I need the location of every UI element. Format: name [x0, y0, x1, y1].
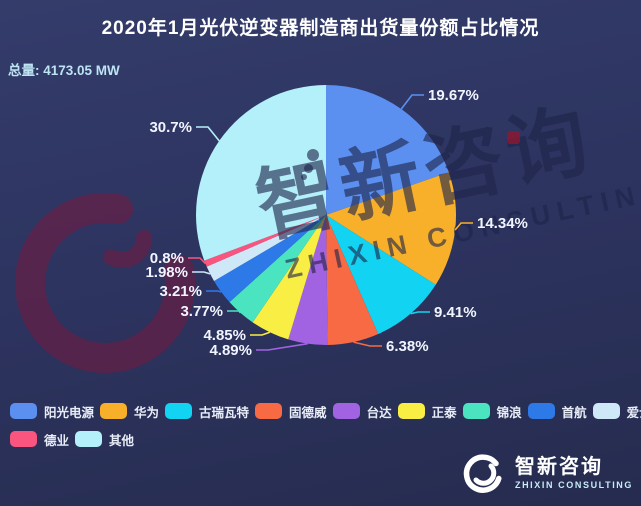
- pie-percentage-label: 9.41%: [434, 304, 477, 321]
- legend-label: 华为: [134, 405, 160, 420]
- watermark-red-dot: [507, 131, 520, 144]
- legend-swatch: [592, 403, 620, 419]
- pie-slice[interactable]: [229, 215, 326, 323]
- pie-label-line: [192, 271, 211, 275]
- pie-slice[interactable]: [206, 215, 326, 282]
- legend-label: 台达: [366, 405, 392, 420]
- legend-item[interactable]: 首航: [527, 402, 587, 421]
- total-label: 总量: 4173.05 MW: [8, 63, 120, 78]
- pie-label-line: [250, 331, 271, 336]
- pie-percentage-label: 4.89%: [209, 342, 252, 359]
- brand-name-en: ZHIXIN CONSULTING: [514, 480, 633, 490]
- legend-item[interactable]: 古瑞瓦特: [165, 402, 249, 421]
- legend-swatch: [397, 403, 425, 419]
- pie-slice[interactable]: [326, 215, 436, 335]
- legend-label: 德业: [44, 433, 70, 448]
- pie-percentage-label: 3.77%: [180, 303, 223, 320]
- legend-item[interactable]: 爱士惟: [592, 402, 641, 421]
- legend-item[interactable]: 阳光电源: [10, 402, 94, 421]
- legend-swatch: [255, 403, 283, 419]
- legend-label: 古瑞瓦特: [199, 405, 250, 420]
- pie-percentage-label: 4.85%: [203, 327, 246, 344]
- legend-swatch: [332, 403, 360, 419]
- pie-label-line: [454, 222, 473, 231]
- watermark-red-swirl-hook: [103, 230, 152, 268]
- pie-slice[interactable]: [252, 215, 326, 340]
- pie-label-line: [188, 257, 206, 265]
- legend-item[interactable]: 正泰: [397, 402, 457, 421]
- pie-label-line: [353, 341, 382, 347]
- legend-swatch: [165, 403, 193, 419]
- pie-slice[interactable]: [326, 172, 457, 285]
- legend-swatch: [527, 403, 555, 419]
- legend-swatch: [462, 403, 490, 419]
- legend-label: 首航: [561, 405, 587, 420]
- legend-item[interactable]: 德业: [10, 430, 69, 449]
- pie-label-line: [256, 342, 308, 351]
- legend: 阳光电源 华为 古瑞瓦特 固德威 台达 正泰 锦浪 首航 爱士惟 德业 其他: [10, 397, 641, 453]
- pie-slice[interactable]: [204, 215, 326, 267]
- legend-label: 阳光电源: [44, 405, 95, 420]
- legend-item[interactable]: 锦浪: [462, 402, 522, 421]
- pie-label-line: [410, 311, 430, 315]
- legend-item[interactable]: 固德威: [255, 402, 327, 421]
- pie-percentage-label: 19.67%: [428, 87, 479, 104]
- legend-label: 爱士惟: [626, 405, 641, 420]
- pie-percentage-label: 30.7%: [149, 119, 192, 136]
- brand-name-cn: 智新咨询: [514, 456, 603, 478]
- legend-label: 固德威: [289, 405, 327, 420]
- legend-row: 阳光电源 华为 古瑞瓦特 固德威 台达 正泰 锦浪 首航 爱士惟: [10, 397, 641, 425]
- legend-label: 正泰: [431, 405, 457, 420]
- pie-label-line: [196, 126, 220, 142]
- pie-slice[interactable]: [214, 215, 326, 303]
- pie-percentage-label: 14.34%: [477, 215, 528, 232]
- pie-percentage-label: 1.98%: [145, 264, 188, 281]
- pie-percentage-label: 6.38%: [386, 338, 429, 355]
- brand-logo-text: 智新咨询 ZHIXIN CONSULTING: [515, 456, 633, 490]
- brand-logo-swirl-icon: [463, 454, 502, 493]
- pie-slice[interactable]: [196, 84, 326, 261]
- pie-label-line: [206, 290, 222, 293]
- pie-slice[interactable]: [326, 215, 379, 345]
- pie-label-line: [227, 310, 242, 314]
- page-title: 2020年1月光伏逆变器制造商出货量份额占比情况: [101, 18, 540, 39]
- legend-item[interactable]: 其他: [75, 430, 134, 449]
- legend-item[interactable]: 华为: [100, 402, 159, 421]
- legend-swatch: [10, 403, 37, 419]
- pie-percentage-label: 0.8%: [150, 250, 184, 267]
- pie-slice[interactable]: [288, 215, 328, 346]
- brand-logo: 智新咨询 ZHIXIN CONSULTING: [460, 450, 633, 496]
- pie-slice[interactable]: [326, 85, 449, 215]
- legend-swatch: [10, 431, 37, 447]
- legend-row: 德业 其他: [10, 425, 641, 453]
- legend-swatch: [75, 431, 103, 447]
- legend-label: 锦浪: [496, 405, 522, 420]
- pie-percentage-label: 3.21%: [159, 283, 202, 300]
- pie-label-line: [400, 94, 424, 110]
- watermark-red-swirl-ring: [15, 192, 196, 373]
- legend-item[interactable]: 台达: [332, 402, 392, 421]
- legend-swatch: [100, 403, 128, 419]
- legend-label: 其他: [109, 433, 135, 448]
